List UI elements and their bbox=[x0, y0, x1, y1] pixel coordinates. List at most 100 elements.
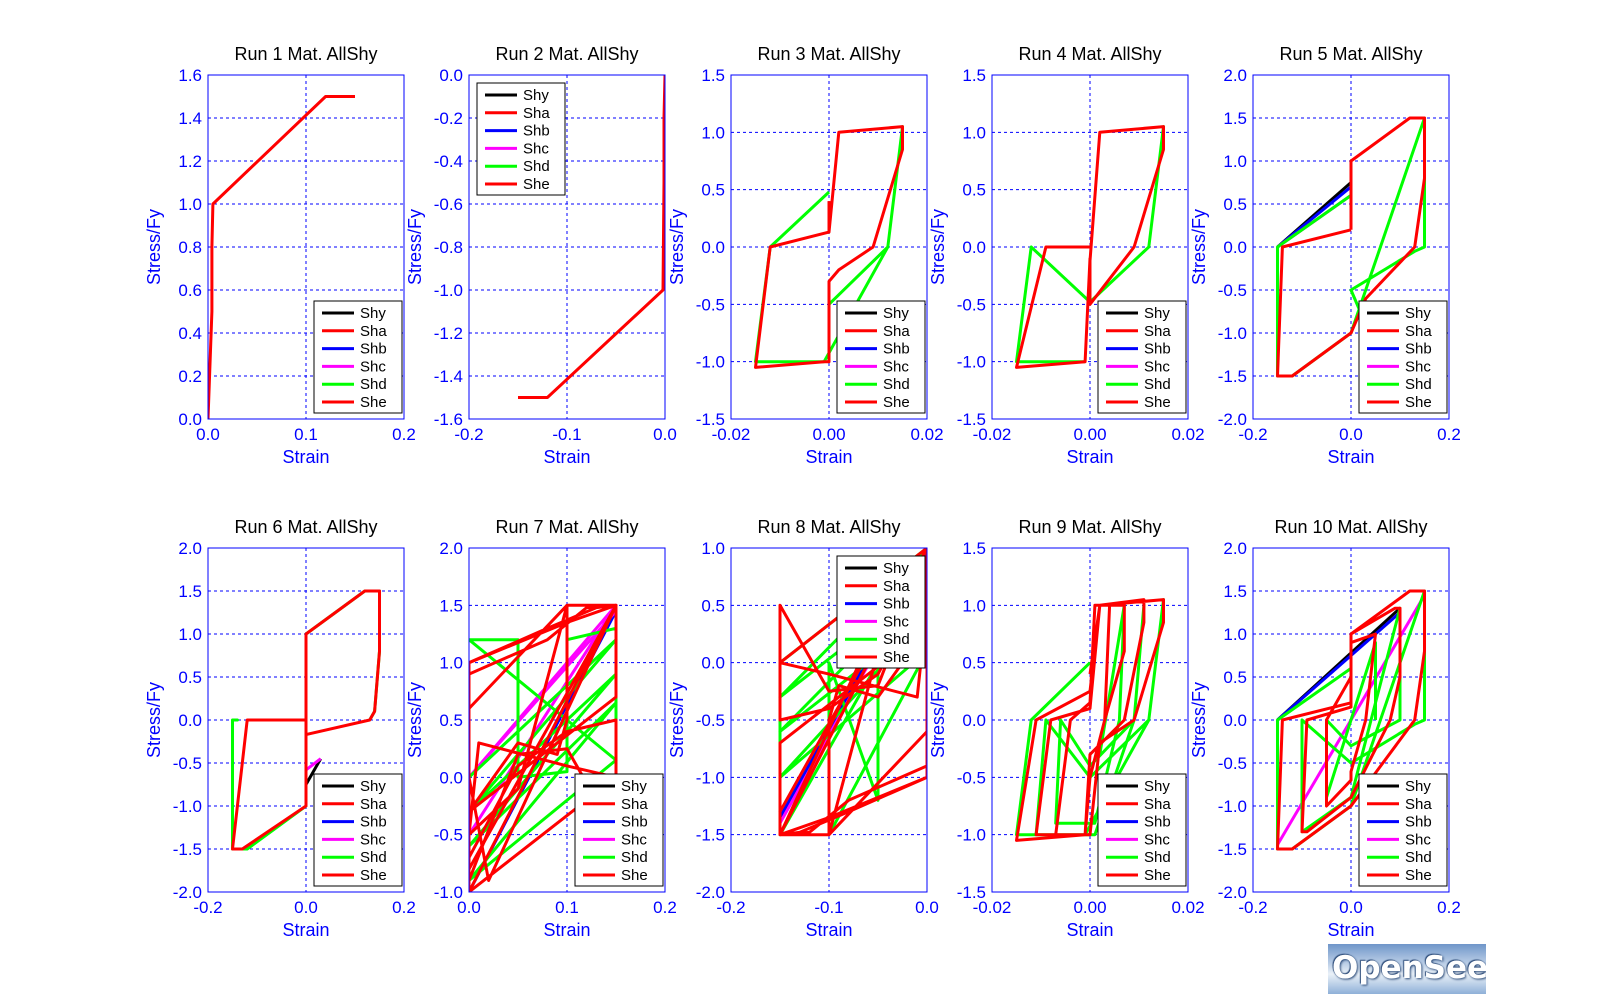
data-layer bbox=[208, 95, 355, 419]
legend-label: Shd bbox=[1144, 376, 1171, 393]
y-axis-label: Stress/Fy bbox=[667, 209, 687, 285]
plot-frame bbox=[468, 547, 666, 893]
legend-label: Shc bbox=[883, 358, 909, 375]
legend-label: Sha bbox=[883, 323, 910, 340]
legend-label: Shy bbox=[621, 778, 647, 795]
legend-label: She bbox=[1144, 867, 1171, 884]
y-tick-label: 1.5 bbox=[962, 66, 986, 85]
x-tick-label: -0.2 bbox=[193, 898, 222, 917]
x-tick-label: 0.0 bbox=[1339, 425, 1363, 444]
plot-frame bbox=[991, 74, 1189, 420]
y-tick-label: -2.0 bbox=[173, 883, 202, 902]
y-tick-label: -1.5 bbox=[173, 840, 202, 859]
legend-label: Shy bbox=[1405, 778, 1431, 795]
chart-run-7: Run 7 Mat. AllShy 0.0 0.1 0.2 2.0 1.5 1.0 0.5 0.… bbox=[405, 517, 677, 940]
legend-box bbox=[1358, 300, 1448, 414]
y-tick-label: 1.0 bbox=[701, 123, 725, 142]
chart-title: Run 6 Mat. AllShy bbox=[234, 517, 377, 537]
legend-label: Shd bbox=[883, 376, 910, 393]
y-tick-label: 1.5 bbox=[962, 539, 986, 558]
legend-box bbox=[313, 300, 403, 414]
chart-title: Run 2 Mat. AllShy bbox=[495, 44, 638, 64]
plot-frame bbox=[468, 74, 666, 420]
chart-run-4: Run 4 Mat. AllShy -0.02 0.00 0.02 1.5 1.0 0.5 0… bbox=[928, 44, 1205, 467]
y-tick-label: -1.0 bbox=[696, 353, 725, 372]
x-tick-label: 0.00 bbox=[812, 425, 845, 444]
series-shc bbox=[305, 757, 322, 772]
x-tick-label: -0.02 bbox=[973, 425, 1012, 444]
legend-label: Sha bbox=[621, 796, 648, 813]
y-tick-label: -1.0 bbox=[173, 797, 202, 816]
series-she bbox=[1015, 125, 1165, 369]
plot-frame bbox=[207, 547, 405, 893]
chart-run-5: Run 5 Mat. AllShy -0.2 0.0 0.2 2.0 1.5 1.0 0.5 0… bbox=[1189, 44, 1461, 467]
legend-label: Sha bbox=[360, 796, 387, 813]
x-axis-label: Strain bbox=[805, 920, 852, 940]
y-tick-label: 0.0 bbox=[439, 66, 463, 85]
legend-box bbox=[476, 82, 566, 196]
x-tick-label: -0.2 bbox=[1238, 898, 1267, 917]
x-tick-label: -0.02 bbox=[712, 425, 751, 444]
y-tick-label: 1.0 bbox=[178, 195, 202, 214]
legend-label: Shc bbox=[360, 831, 386, 848]
y-tick-label: 2.0 bbox=[1223, 539, 1247, 558]
x-tick-label: 0.02 bbox=[910, 425, 943, 444]
y-tick-label: 0.4 bbox=[178, 324, 202, 343]
y-tick-label: 1.5 bbox=[701, 66, 725, 85]
legend-label: Shd bbox=[1405, 849, 1432, 866]
chart-run-3: Run 3 Mat. AllShy -0.02 0.00 0.02 1.5 1.0 0.5 0… bbox=[667, 44, 944, 467]
series-she bbox=[1276, 589, 1426, 851]
x-axis-label: Strain bbox=[1327, 447, 1374, 467]
y-tick-label: -1.5 bbox=[1218, 367, 1247, 386]
y-tick-label: 0.0 bbox=[178, 410, 202, 429]
y-tick-label: 1.5 bbox=[178, 582, 202, 601]
y-tick-label: -1.5 bbox=[957, 883, 986, 902]
legend-label: Shd bbox=[883, 631, 910, 648]
legend-label: She bbox=[1144, 394, 1171, 411]
y-axis-label: Stress/Fy bbox=[1189, 682, 1209, 758]
legend-label: Shy bbox=[1144, 305, 1170, 322]
y-tick-label: -0.6 bbox=[434, 195, 463, 214]
legend-label: She bbox=[883, 649, 910, 666]
y-tick-label: -1.0 bbox=[1218, 324, 1247, 343]
data-layer bbox=[1015, 125, 1165, 369]
y-tick-label: -0.5 bbox=[1218, 281, 1247, 300]
y-tick-label: -1.0 bbox=[434, 883, 463, 902]
legend-box bbox=[836, 555, 926, 669]
opensees-logo: OpenSees bbox=[1328, 944, 1486, 994]
y-tick-label: 0.5 bbox=[1223, 668, 1247, 687]
legend-label: Shd bbox=[523, 158, 550, 175]
y-tick-label: -1.0 bbox=[957, 353, 986, 372]
chart-run-8: Run 8 Mat. AllShy -0.2 -0.1 0.0 1.0 0.5 0.0 -0.… bbox=[667, 517, 939, 940]
legend-box bbox=[574, 773, 664, 887]
y-axis-label: Stress/Fy bbox=[1189, 209, 1209, 285]
legend-label: Shb bbox=[360, 814, 387, 831]
y-tick-label: -0.4 bbox=[434, 152, 463, 171]
legend-label: She bbox=[1405, 867, 1432, 884]
legend-label: Shb bbox=[1405, 814, 1432, 831]
chart-run-9: Run 9 Mat. AllShy -0.02 0.00 0.02 1.5 1.0 0.5 0… bbox=[928, 517, 1205, 940]
legend-label: Shc bbox=[621, 831, 647, 848]
legend-label: Shc bbox=[1405, 358, 1431, 375]
y-tick-label: 0.6 bbox=[178, 281, 202, 300]
legend-label: Shd bbox=[1144, 849, 1171, 866]
y-tick-label: 1.2 bbox=[178, 152, 202, 171]
y-tick-label: -1.0 bbox=[434, 281, 463, 300]
x-axis-label: Strain bbox=[282, 920, 329, 940]
chart-run-10: Run 10 Mat. AllShy -0.2 0.0 0.2 2.0 1.5 1.0 0.5… bbox=[1189, 517, 1461, 940]
y-tick-label: -1.0 bbox=[696, 768, 725, 787]
x-tick-label: -0.2 bbox=[454, 425, 483, 444]
x-axis-label: Strain bbox=[1066, 447, 1113, 467]
x-tick-label: -0.2 bbox=[1238, 425, 1267, 444]
x-tick-label: 0.2 bbox=[1437, 898, 1461, 917]
y-tick-label: 0.5 bbox=[962, 181, 986, 200]
legend-label: Shb bbox=[1144, 341, 1171, 358]
series-she bbox=[1276, 116, 1426, 378]
y-tick-label: 0.5 bbox=[1223, 195, 1247, 214]
legend-box bbox=[1097, 773, 1187, 887]
y-tick-label: -2.0 bbox=[1218, 410, 1247, 429]
chart-title: Run 4 Mat. AllShy bbox=[1018, 44, 1161, 64]
y-tick-label: 0.5 bbox=[701, 181, 725, 200]
y-axis-label: Stress/Fy bbox=[144, 682, 164, 758]
